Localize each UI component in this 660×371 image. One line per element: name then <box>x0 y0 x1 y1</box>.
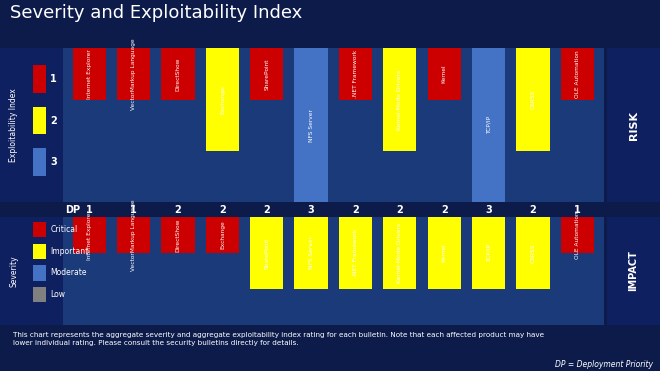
Text: Exchange: Exchange <box>220 221 225 249</box>
Bar <box>117 48 150 99</box>
Bar <box>294 48 328 202</box>
Text: TCP/IP: TCP/IP <box>486 116 491 134</box>
Text: Severity and Exploitability Index: Severity and Exploitability Index <box>10 4 302 22</box>
Bar <box>339 217 372 289</box>
Text: 2: 2 <box>352 205 359 214</box>
Bar <box>472 48 505 202</box>
Text: Kernel: Kernel <box>442 65 447 83</box>
Text: SharePoint: SharePoint <box>264 237 269 269</box>
Text: 2: 2 <box>397 205 403 214</box>
Text: .NET Framework: .NET Framework <box>353 50 358 98</box>
Bar <box>516 217 550 289</box>
Bar <box>73 48 106 99</box>
Bar <box>516 48 550 151</box>
Bar <box>206 217 239 253</box>
Text: 1: 1 <box>130 205 137 214</box>
Text: Internet Explorer: Internet Explorer <box>87 49 92 99</box>
Text: Kernel: Kernel <box>442 244 447 262</box>
Text: VectorMarkup Language: VectorMarkup Language <box>131 38 136 110</box>
Text: 3: 3 <box>50 157 57 167</box>
Text: TCP/IP: TCP/IP <box>486 244 491 262</box>
Text: 2: 2 <box>441 205 447 214</box>
Text: NFS Server: NFS Server <box>309 109 313 142</box>
Text: Low: Low <box>50 290 65 299</box>
Text: 3: 3 <box>308 205 315 214</box>
Bar <box>32 107 46 134</box>
Text: 2: 2 <box>175 205 182 214</box>
Bar <box>428 217 461 289</box>
Text: Kernel-Mode Drivers: Kernel-Mode Drivers <box>397 69 403 129</box>
Bar <box>250 48 283 99</box>
Bar <box>250 217 283 289</box>
Text: 1: 1 <box>86 205 92 214</box>
Bar <box>32 148 46 176</box>
Text: VectorMarkup Language: VectorMarkup Language <box>131 199 136 271</box>
Text: Kernel-Mode Drivers: Kernel-Mode Drivers <box>397 223 403 283</box>
Text: DP: DP <box>65 205 80 214</box>
Text: CSRSS: CSRSS <box>531 243 535 263</box>
Bar <box>206 48 239 151</box>
Text: 2: 2 <box>50 116 57 126</box>
Text: This chart represents the aggregate severity and aggregate exploitability index : This chart represents the aggregate seve… <box>13 332 544 346</box>
Bar <box>32 287 46 302</box>
Text: 2: 2 <box>529 205 537 214</box>
Text: OLE Automation: OLE Automation <box>575 50 579 98</box>
Text: CSRSS: CSRSS <box>531 90 535 109</box>
Text: OLE Automation: OLE Automation <box>575 211 579 259</box>
Text: 2: 2 <box>219 205 226 214</box>
Bar <box>560 48 594 99</box>
Bar <box>472 217 505 289</box>
Bar <box>428 48 461 99</box>
Text: Exploitability Index: Exploitability Index <box>9 88 18 162</box>
Text: 3: 3 <box>485 205 492 214</box>
Bar <box>560 217 594 253</box>
Text: Severity: Severity <box>9 255 18 287</box>
Bar <box>162 217 195 253</box>
Bar <box>339 48 372 99</box>
Text: 2: 2 <box>263 205 270 214</box>
Bar <box>32 222 46 237</box>
Text: IMPACT: IMPACT <box>628 250 639 291</box>
Bar <box>32 266 46 280</box>
Bar <box>294 217 328 289</box>
Text: RISK: RISK <box>628 111 639 140</box>
Bar <box>32 244 46 259</box>
Bar <box>383 217 416 289</box>
Bar <box>383 48 416 151</box>
Text: Exchange: Exchange <box>220 85 225 114</box>
Text: .NET Framework: .NET Framework <box>353 229 358 277</box>
Bar <box>73 217 106 253</box>
Text: DP = Deployment Priority: DP = Deployment Priority <box>556 359 653 369</box>
Text: Moderate: Moderate <box>50 269 86 278</box>
Text: DirectShow: DirectShow <box>176 57 181 91</box>
Text: SharePoint: SharePoint <box>264 58 269 90</box>
Text: Internet Explorer: Internet Explorer <box>87 210 92 260</box>
Text: Important: Important <box>50 247 88 256</box>
Text: Critical: Critical <box>50 226 77 234</box>
Text: DirectShow: DirectShow <box>176 218 181 252</box>
Bar <box>32 65 46 93</box>
Bar <box>162 48 195 99</box>
Bar <box>117 217 150 253</box>
Text: 1: 1 <box>50 74 57 84</box>
Text: 1: 1 <box>574 205 581 214</box>
Text: NFS Server: NFS Server <box>309 236 313 269</box>
